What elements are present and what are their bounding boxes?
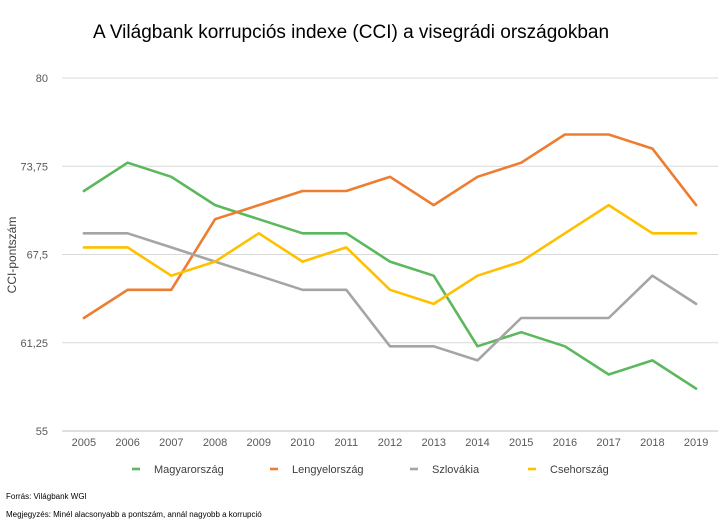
legend: Magyarország Lengyelország Szlovákia Csehor…: [132, 464, 609, 476]
series-line: [82, 232, 698, 362]
grid-lines: [62, 77, 718, 432]
y-tick-label: 67,5: [27, 250, 48, 262]
x-tick-label: 2013: [421, 437, 445, 449]
x-tick-label: 2009: [247, 437, 271, 449]
y-tick-label: 73,75: [20, 161, 48, 173]
x-tick-label: 2005: [72, 437, 96, 449]
legend-label: Lengyelország: [292, 464, 364, 476]
x-tick-label: 2014: [465, 437, 489, 449]
series-lines: [82, 133, 698, 390]
y-axis-label: CCI-pontszám: [5, 217, 19, 294]
x-tick-labels: 2005 2006 2007 2008 2009 2010 2011 2012 2013 2014…: [72, 437, 709, 449]
series-line: [82, 161, 698, 390]
x-tick-label: 2016: [553, 437, 577, 449]
x-tick-label: 2015: [509, 437, 533, 449]
x-tick-label: 2006: [115, 437, 139, 449]
legend-label: Csehország: [550, 464, 609, 476]
series-line: [82, 133, 698, 320]
source-note: Forrás: Világbank WGI: [6, 492, 87, 501]
x-tick-label: 2011: [334, 437, 358, 449]
legend-label: Magyarország: [154, 464, 224, 476]
chart-title: A Világbank korrupciós indexe (CCI) a vi…: [93, 22, 609, 43]
y-tick-labels: 55 61,25 67,5 73,75 80: [20, 73, 48, 438]
x-tick-label: 2018: [640, 437, 664, 449]
x-tick-label: 2017: [596, 437, 620, 449]
x-tick-label: 2012: [378, 437, 402, 449]
x-tick-label: 2019: [684, 437, 708, 449]
x-tick-label: 2007: [159, 437, 183, 449]
remark-note: Megjegyzés: Minél alacsonyabb a pontszám…: [6, 510, 262, 519]
x-tick-label: 2008: [203, 437, 227, 449]
legend-label: Szlovákia: [432, 464, 480, 476]
y-tick-label: 55: [36, 426, 48, 438]
y-tick-label: 80: [36, 73, 48, 85]
series-line: [82, 203, 698, 306]
x-tick-label: 2010: [290, 437, 314, 449]
y-tick-label: 61,25: [20, 338, 48, 350]
